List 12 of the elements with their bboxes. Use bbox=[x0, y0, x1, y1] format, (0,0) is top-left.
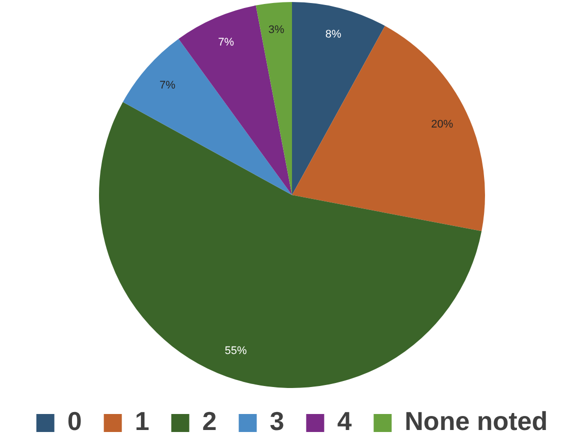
data-label: 8% bbox=[325, 28, 342, 40]
legend-label: 0 bbox=[67, 406, 82, 436]
data-label: 55% bbox=[224, 345, 247, 358]
data-label: 3% bbox=[268, 24, 285, 36]
data-label: 7% bbox=[218, 36, 234, 49]
legend-label: 3 bbox=[270, 406, 284, 436]
legend-label: None noted bbox=[404, 406, 548, 436]
data-label: 7% bbox=[160, 79, 176, 92]
legend-label: 2 bbox=[202, 406, 217, 436]
legend-label: 1 bbox=[134, 406, 150, 436]
legend-label: 4 bbox=[337, 406, 352, 436]
data-label: 20% bbox=[431, 118, 454, 130]
